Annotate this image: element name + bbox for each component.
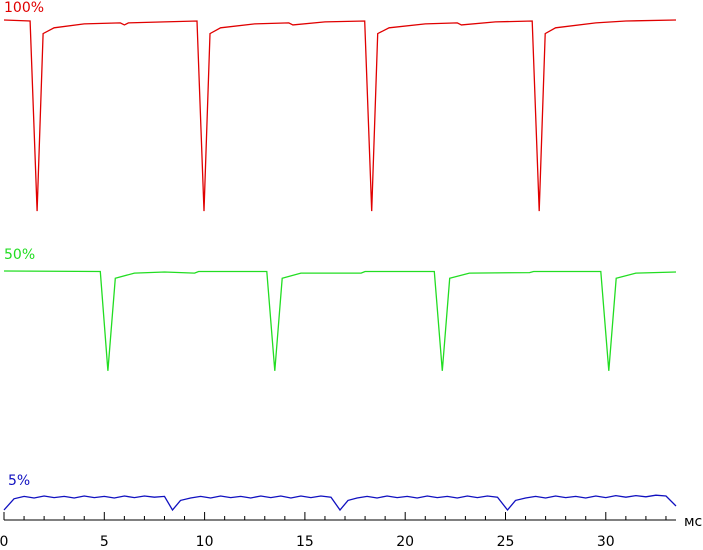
x-tick-label: 5 — [100, 534, 109, 550]
x-tick-label: 25 — [497, 534, 515, 550]
trace-label: 5% — [8, 473, 30, 489]
trace-label: 50% — [4, 247, 35, 263]
x-tick-label: 30 — [597, 534, 615, 550]
x-tick-label: 20 — [396, 534, 414, 550]
trace-label: 100% — [4, 0, 44, 16]
trace-line — [3, 19, 677, 212]
x-tick-label: 0 — [0, 534, 8, 550]
trace-line — [3, 270, 677, 371]
x-tick-label: 15 — [296, 534, 314, 550]
trace-line — [3, 494, 677, 512]
x-tick-label: 10 — [196, 534, 214, 550]
x-axis-label: мс — [684, 514, 702, 530]
